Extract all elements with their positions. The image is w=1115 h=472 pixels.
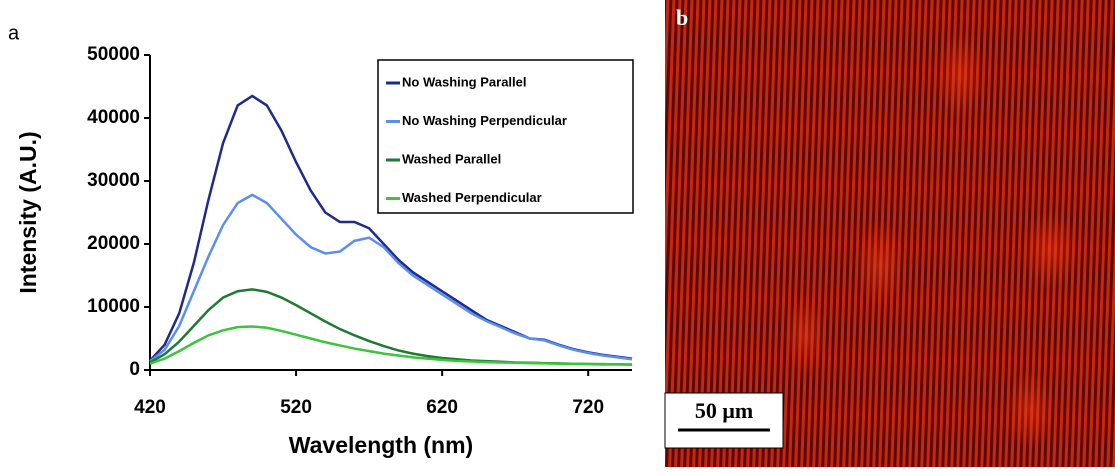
x-axis-label: Wavelength (nm) xyxy=(289,432,473,458)
panel-label: a xyxy=(8,22,20,44)
series-line xyxy=(149,325,632,366)
x-tick-label: 520 xyxy=(280,397,312,418)
y-axis-label: Intensity (A.U.) xyxy=(15,131,41,293)
legend-label: No Washing Parallel xyxy=(402,74,527,89)
legend-box xyxy=(377,59,634,214)
x-tick-label: 720 xyxy=(572,397,604,418)
legend-label: Washed Parallel xyxy=(402,151,501,166)
x-tick-label: 420 xyxy=(134,397,166,418)
panel-label: b xyxy=(676,5,688,30)
y-tick-label: 10000 xyxy=(87,296,140,317)
scale-bar-label: 50 μm xyxy=(695,398,753,423)
y-tick-label: 30000 xyxy=(87,170,140,191)
y-tick-label: 40000 xyxy=(87,107,140,128)
legend-label: Washed Perpendicular xyxy=(402,190,542,205)
y-tick-label: 0 xyxy=(129,359,140,380)
x-tick-label: 620 xyxy=(426,397,458,418)
y-tick-label: 20000 xyxy=(87,233,140,254)
legend-label: No Washing Perpendicular xyxy=(402,113,567,128)
y-tick-label: 50000 xyxy=(87,44,140,65)
micrograph xyxy=(664,0,1115,467)
series-line xyxy=(149,193,633,363)
